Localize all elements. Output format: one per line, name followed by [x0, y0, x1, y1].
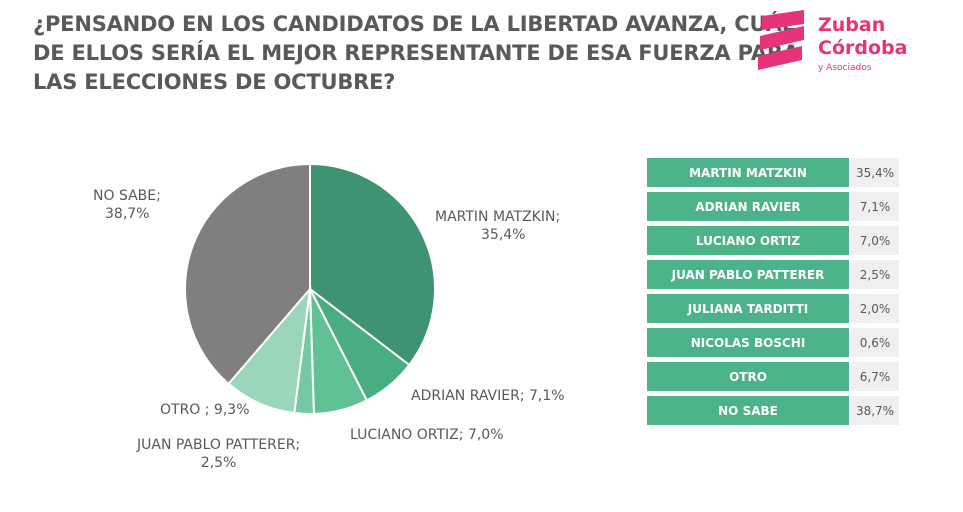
- title-line-1: ¿PENSANDO EN LOS CANDIDATOS DE LA LIBERT…: [33, 12, 795, 36]
- table-row: LUCIANO ORTIZ 7,0%: [647, 226, 899, 255]
- pie-label-value: 2,5%: [200, 455, 237, 471]
- table-cell-value: 7,1%: [851, 192, 899, 221]
- table-cell-value: 2,0%: [851, 294, 899, 323]
- pie-label-text: MARTIN MATZKIN;: [435, 209, 561, 225]
- table-cell-name: OTRO: [647, 362, 849, 391]
- table-cell-value: 38,7%: [851, 396, 899, 425]
- pie-label-martin-matzkin: MARTIN MATZKIN; 35,4%: [435, 208, 560, 244]
- pie-label-text: LUCIANO ORTIZ; 7,0%: [350, 427, 504, 443]
- table-cell-value: 2,5%: [851, 260, 899, 289]
- pie-label-value: 38,7%: [105, 206, 150, 222]
- table-cell-value: 35,4%: [851, 158, 899, 187]
- pie-label-text: JUAN PABLO PATTERER;: [137, 437, 301, 453]
- logo-name-line-1: Zuban: [818, 14, 886, 36]
- pie-slice-martin-matzkin: [309, 162, 436, 367]
- pie-label-text: ADRIAN RAVIER; 7,1%: [411, 388, 565, 404]
- table-cell-name: ADRIAN RAVIER: [647, 192, 849, 221]
- table-cell-name: LUCIANO ORTIZ: [647, 226, 849, 255]
- pie-slice-no-sabe: [184, 162, 311, 386]
- pie-label-no-sabe: NO SABE; 38,7%: [93, 187, 161, 223]
- table-row: MARTIN MATZKIN 35,4%: [647, 158, 899, 187]
- brand-logo: Zuban Córdoba y Asociados: [752, 10, 922, 80]
- pie-label-text: NO SABE;: [93, 188, 161, 204]
- table-cell-name: JULIANA TARDITTI: [647, 294, 849, 323]
- title-line-3: LAS ELECCIONES DE OCTUBRE?: [33, 70, 396, 94]
- table-row: NO SABE 38,7%: [647, 396, 899, 425]
- table-cell-name: NICOLAS BOSCHI: [647, 328, 849, 357]
- table-cell-value: 7,0%: [851, 226, 899, 255]
- logo-name-line-2: Córdoba: [818, 37, 908, 59]
- table-row: JULIANA TARDITTI 2,0%: [647, 294, 899, 323]
- pie-label-juan-pablo-patterer: JUAN PABLO PATTERER; 2,5%: [137, 436, 300, 472]
- title-line-2: DE ELLOS SERÍA EL MEJOR REPRESENTANTE DE…: [33, 41, 799, 65]
- logo-mark-icon: [758, 10, 804, 70]
- pie-label-otro: OTRO ; 9,3%: [160, 401, 250, 419]
- pie-label-luciano-ortiz: LUCIANO ORTIZ; 7,0%: [350, 426, 504, 444]
- logo-tagline: y Asociados: [818, 63, 872, 73]
- pie-label-text: OTRO ; 9,3%: [160, 402, 250, 418]
- table-cell-name: MARTIN MATZKIN: [647, 158, 849, 187]
- pie-label-adrian-ravier: ADRIAN RAVIER; 7,1%: [411, 387, 565, 405]
- table-cell-value: 0,6%: [851, 328, 899, 357]
- table-row: ADRIAN RAVIER 7,1%: [647, 192, 899, 221]
- table-row: OTRO 6,7%: [647, 362, 899, 391]
- pie-label-value: 35,4%: [481, 227, 526, 243]
- table-cell-name: JUAN PABLO PATTERER: [647, 260, 849, 289]
- table-row: NICOLAS BOSCHI 0,6%: [647, 328, 899, 357]
- chart-title: ¿PENSANDO EN LOS CANDIDATOS DE LA LIBERT…: [33, 10, 799, 97]
- table-cell-value: 6,7%: [851, 362, 899, 391]
- table-row: JUAN PABLO PATTERER 2,5%: [647, 260, 899, 289]
- table-cell-name: NO SABE: [647, 396, 849, 425]
